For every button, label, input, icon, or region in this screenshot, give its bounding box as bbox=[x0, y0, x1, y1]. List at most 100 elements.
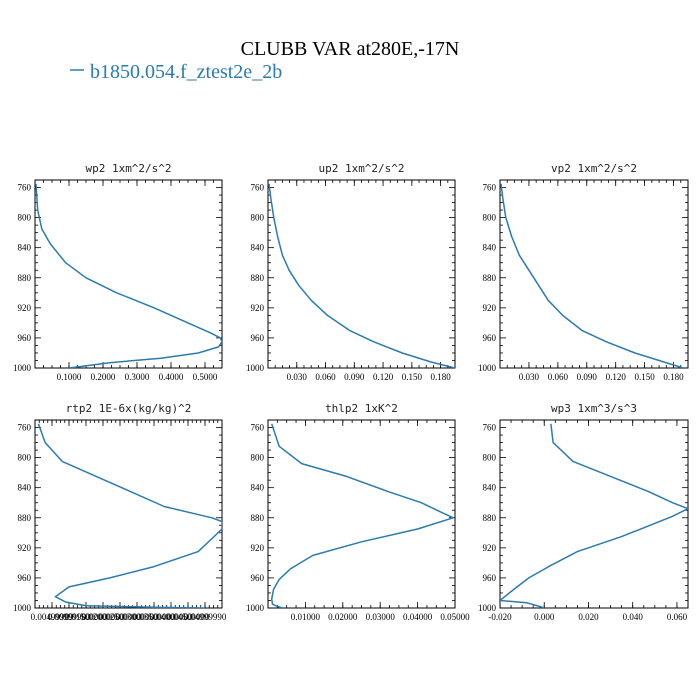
x-tick-label: 0.060 bbox=[548, 372, 569, 382]
panel-3: vp2 1xm^2/s^2 760 800 840 880 920 960 1000 0.030… bbox=[478, 162, 689, 382]
y-tick-label: 1000 bbox=[478, 363, 497, 373]
x-tick-label: 0.020 bbox=[578, 612, 599, 622]
y-tick-label: 760 bbox=[251, 183, 265, 193]
y-tick-label: 920 bbox=[18, 303, 32, 313]
panel-1: wp2 1xm^2/s^2 760 800 840 880 920 960 1000 0.100… bbox=[13, 162, 223, 382]
panel-4: rtp2 1E-6x(kg/kg)^2 760 800 840 880 920 960 100… bbox=[13, 402, 227, 622]
x-tick-label: 0.120 bbox=[373, 372, 394, 382]
plot-frame bbox=[499, 419, 689, 609]
y-tick-label: 920 bbox=[251, 543, 265, 553]
series-line bbox=[37, 423, 222, 608]
x-tick-label: 0.3000 bbox=[125, 372, 150, 382]
y-tick-label: 840 bbox=[18, 483, 32, 493]
x-tick-label: 0.180 bbox=[663, 372, 684, 382]
y-tick-label: 920 bbox=[251, 303, 265, 313]
y-tick-label: 800 bbox=[483, 213, 497, 223]
y-tick-label: 1000 bbox=[13, 603, 32, 613]
panel-title: wp2 1xm^2/s^2 bbox=[85, 162, 171, 175]
x-tick-label: 0.150 bbox=[634, 372, 655, 382]
x-tick-label: 0.02500000 bbox=[99, 612, 142, 622]
y-tick-label: 840 bbox=[251, 483, 265, 493]
y-tick-label: 840 bbox=[483, 243, 497, 253]
x-tick-label: 0.00499999 bbox=[31, 612, 74, 622]
x-tick-label: 0.02000 bbox=[328, 612, 358, 622]
series-line bbox=[268, 183, 455, 368]
y-tick-label: 760 bbox=[483, 183, 497, 193]
x-tick-label: 0.03000000 bbox=[116, 612, 159, 622]
y-tick-label: 880 bbox=[483, 513, 497, 523]
series-line bbox=[500, 183, 684, 368]
x-tick-label: 0.00999990 bbox=[48, 612, 91, 622]
y-tick-label: 960 bbox=[18, 573, 32, 583]
y-tick-label: 760 bbox=[18, 423, 32, 433]
x-tick-label: 0.120 bbox=[606, 372, 627, 382]
y-tick-label: 1000 bbox=[478, 603, 497, 613]
y-tick-label: 800 bbox=[251, 453, 265, 463]
panel-grid: wp2 1xm^2/s^2 760 800 840 880 920 960 1000 0.100… bbox=[13, 162, 689, 622]
panel-title: vp2 1xm^2/s^2 bbox=[551, 162, 637, 175]
x-tick-label: 0.02000000 bbox=[82, 612, 125, 622]
x-tick-label: 0.060 bbox=[667, 612, 688, 622]
y-tick-label: 880 bbox=[18, 273, 32, 283]
y-tick-label: 760 bbox=[483, 423, 497, 433]
panel-2: up2 1xm^2/s^2 760 800 840 880 920 960 1000 0.030… bbox=[246, 162, 456, 382]
x-tick-label: -0.020 bbox=[488, 612, 512, 622]
y-tick-label: 960 bbox=[251, 333, 265, 343]
y-tick-label: 1000 bbox=[13, 363, 32, 373]
panel-5: thlp2 1xK^2 760 800 840 880 920 960 1000 0.01000… bbox=[246, 402, 470, 622]
y-tick-label: 960 bbox=[18, 333, 32, 343]
series-line bbox=[500, 423, 688, 608]
y-tick-label: 960 bbox=[483, 573, 497, 583]
x-tick-label: 0.2000 bbox=[91, 372, 116, 382]
y-tick-label: 760 bbox=[18, 183, 32, 193]
y-tick-label: 960 bbox=[483, 333, 497, 343]
plot-frame bbox=[499, 179, 689, 369]
y-tick-label: 760 bbox=[251, 423, 265, 433]
x-tick-label: 0.090 bbox=[577, 372, 598, 382]
x-tick-label: 0.030 bbox=[287, 372, 308, 382]
x-tick-label: 0.01000 bbox=[291, 612, 321, 622]
y-tick-label: 920 bbox=[483, 543, 497, 553]
x-tick-label: 0.03500000 bbox=[133, 612, 176, 622]
plot-frame bbox=[267, 419, 456, 609]
x-tick-label: 0.04000 bbox=[403, 612, 433, 622]
y-tick-label: 800 bbox=[18, 453, 32, 463]
legend-label: b1850.054.f_ztest2e_2b bbox=[90, 61, 282, 83]
plot-frame bbox=[34, 179, 223, 369]
x-tick-label: 0.180 bbox=[430, 372, 451, 382]
y-tick-label: 880 bbox=[251, 273, 265, 283]
y-tick-label: 880 bbox=[251, 513, 265, 523]
x-tick-label: 0.4000 bbox=[159, 372, 184, 382]
x-tick-label: 0.040 bbox=[623, 612, 644, 622]
panel-title: up2 1xm^2/s^2 bbox=[318, 162, 404, 175]
y-tick-label: 960 bbox=[251, 573, 265, 583]
x-tick-label: 0.05000 bbox=[440, 612, 470, 622]
x-tick-label: 0.090 bbox=[344, 372, 365, 382]
y-tick-label: 920 bbox=[18, 543, 32, 553]
series-line bbox=[270, 423, 454, 608]
y-tick-label: 840 bbox=[483, 483, 497, 493]
y-tick-label: 840 bbox=[18, 243, 32, 253]
plot-frame bbox=[267, 179, 456, 369]
y-tick-label: 880 bbox=[18, 513, 32, 523]
panel-title: wp3 1xm^3/s^3 bbox=[551, 402, 637, 415]
x-tick-label: 0.5000 bbox=[193, 372, 218, 382]
figure-title: CLUBB VAR at280E,-17N bbox=[241, 38, 460, 60]
x-tick-label: 0.04999990 bbox=[184, 612, 227, 622]
y-tick-label: 1000 bbox=[246, 603, 265, 613]
panel-title: rtp2 1E-6x(kg/kg)^2 bbox=[66, 402, 192, 415]
y-tick-label: 800 bbox=[251, 213, 265, 223]
y-tick-label: 840 bbox=[251, 243, 265, 253]
x-tick-label: 0.030 bbox=[519, 372, 540, 382]
x-tick-label: 0.000 bbox=[534, 612, 555, 622]
y-tick-label: 800 bbox=[18, 213, 32, 223]
x-tick-label: 0.04000000 bbox=[150, 612, 193, 622]
y-tick-label: 800 bbox=[483, 453, 497, 463]
x-tick-label: 0.150 bbox=[402, 372, 423, 382]
x-tick-label: 0.03000 bbox=[366, 612, 396, 622]
panel-6: wp3 1xm^3/s^3 760 800 840 880 920 960 1000-0.02… bbox=[478, 402, 689, 622]
x-tick-label: 0.04500000 bbox=[167, 612, 210, 622]
y-tick-label: 1000 bbox=[246, 363, 265, 373]
x-tick-label: 0.01500000 bbox=[65, 612, 108, 622]
